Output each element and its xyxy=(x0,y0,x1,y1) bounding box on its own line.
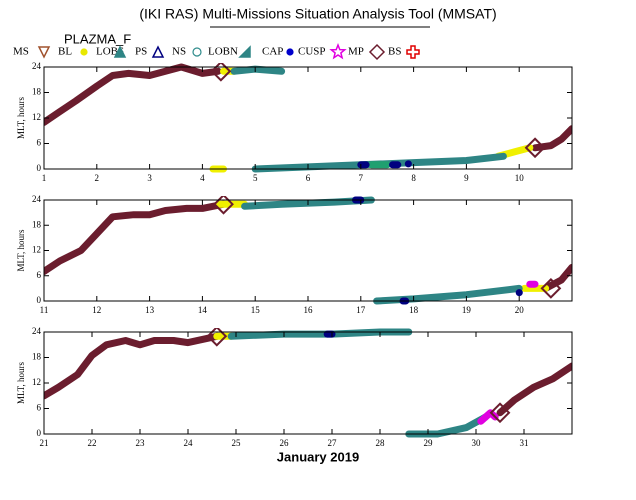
orbit-trail xyxy=(44,332,572,417)
chart-title: (IKI RAS) Multi-Missions Situation Analy… xyxy=(139,6,496,22)
y-tick-label: 24 xyxy=(32,61,42,71)
y-tick-label: 6 xyxy=(37,138,42,148)
x-tick-label: 5 xyxy=(253,173,258,183)
y-axis-label: MLT, hours xyxy=(16,362,26,405)
x-tick-label: 1 xyxy=(42,173,47,183)
x-tick-label: 22 xyxy=(88,438,97,448)
legend-symbol xyxy=(113,45,127,58)
y-tick-label: 24 xyxy=(32,194,42,204)
x-tick-label: 18 xyxy=(409,305,419,315)
y-tick-label: 0 xyxy=(37,428,42,438)
x-tick-label: 4 xyxy=(200,173,205,183)
boundary-marker xyxy=(489,402,511,424)
orbit-trail xyxy=(357,160,412,169)
x-tick-label: 10 xyxy=(515,173,525,183)
x-tick-label: 16 xyxy=(304,305,314,315)
legend-symbol xyxy=(37,46,51,59)
legend-symbol xyxy=(329,42,347,60)
y-tick-label: 12 xyxy=(32,245,41,255)
legend-label: CUSP xyxy=(298,46,326,58)
x-tick-label: 19 xyxy=(462,305,472,315)
x-tick-label: 9 xyxy=(464,173,469,183)
legend-symbol xyxy=(406,45,420,59)
x-tick-label: 24 xyxy=(184,438,194,448)
x-tick-label: 25 xyxy=(232,438,242,448)
y-tick-label: 12 xyxy=(32,112,41,122)
boundary-marker xyxy=(213,196,234,215)
x-tick-label: 6 xyxy=(306,173,311,183)
plot-area xyxy=(44,63,572,173)
legend-symbol xyxy=(192,47,202,57)
y-tick-label: 6 xyxy=(37,270,42,280)
orbit-trail xyxy=(209,67,534,173)
x-tick-label: 14 xyxy=(198,305,208,315)
orbit-trail xyxy=(352,196,523,305)
x-tick-label: 29 xyxy=(424,438,434,448)
x-tick-label: 13 xyxy=(145,305,155,315)
plot-area xyxy=(44,328,572,438)
orbit-trail xyxy=(230,65,507,173)
legend-label: BL xyxy=(58,46,72,58)
x-tick-label: 12 xyxy=(92,305,101,315)
orbit-trail xyxy=(241,196,523,305)
y-tick-label: 18 xyxy=(32,352,42,362)
legend-symbol xyxy=(80,48,88,56)
x-tick-label: 8 xyxy=(411,173,416,183)
x-tick-label: 21 xyxy=(40,438,49,448)
x-tick-label: 28 xyxy=(376,438,386,448)
legend-symbol xyxy=(238,45,251,58)
legend-label: CAP xyxy=(262,46,283,58)
x-tick-label: 26 xyxy=(280,438,290,448)
legend-label: LOBN xyxy=(208,46,238,58)
x-tick-label: 27 xyxy=(328,438,338,448)
legend-label: NS xyxy=(172,46,186,58)
y-tick-label: 0 xyxy=(37,163,42,173)
x-tick-label: 31 xyxy=(520,438,529,448)
y-tick-label: 12 xyxy=(32,377,41,387)
x-tick-label: 30 xyxy=(472,438,482,448)
y-tick-label: 18 xyxy=(32,219,42,229)
x-tick-label: 7 xyxy=(359,173,364,183)
x-tick-label: 2 xyxy=(95,173,100,183)
x-tick-label: 23 xyxy=(136,438,146,448)
legend-label: MS xyxy=(13,46,29,58)
subtitle: PLAZMA_F xyxy=(64,31,131,46)
orbit-trail xyxy=(214,200,550,292)
x-axis-label: January 2019 xyxy=(277,449,359,464)
x-tick-label: 17 xyxy=(356,305,366,315)
y-axis-label: MLT, hours xyxy=(16,97,26,140)
legend-symbol xyxy=(368,43,386,61)
orbit-trail xyxy=(227,328,490,438)
x-tick-label: 11 xyxy=(40,305,49,315)
legend-symbol xyxy=(151,45,165,58)
boundary-marker xyxy=(540,277,562,299)
x-tick-label: 20 xyxy=(515,305,525,315)
plot-frame xyxy=(43,66,573,170)
boundary-marker xyxy=(524,137,546,159)
y-axis-label: MLT, hours xyxy=(16,229,26,272)
orbit-trail xyxy=(44,63,572,152)
y-tick-label: 6 xyxy=(37,403,42,413)
legend-label: PS xyxy=(135,46,147,58)
y-tick-label: 0 xyxy=(37,295,42,305)
legend-label: MP xyxy=(348,46,364,58)
plot-area xyxy=(44,196,572,305)
boundary-marker xyxy=(210,63,232,82)
boundary-marker xyxy=(206,328,228,347)
y-tick-label: 24 xyxy=(32,326,42,336)
orbit-trail xyxy=(44,200,572,292)
legend-label: BS xyxy=(388,46,401,58)
y-tick-label: 18 xyxy=(32,87,42,97)
x-tick-label: 3 xyxy=(147,173,152,183)
x-tick-label: 15 xyxy=(251,305,261,315)
legend-symbol xyxy=(286,48,294,56)
